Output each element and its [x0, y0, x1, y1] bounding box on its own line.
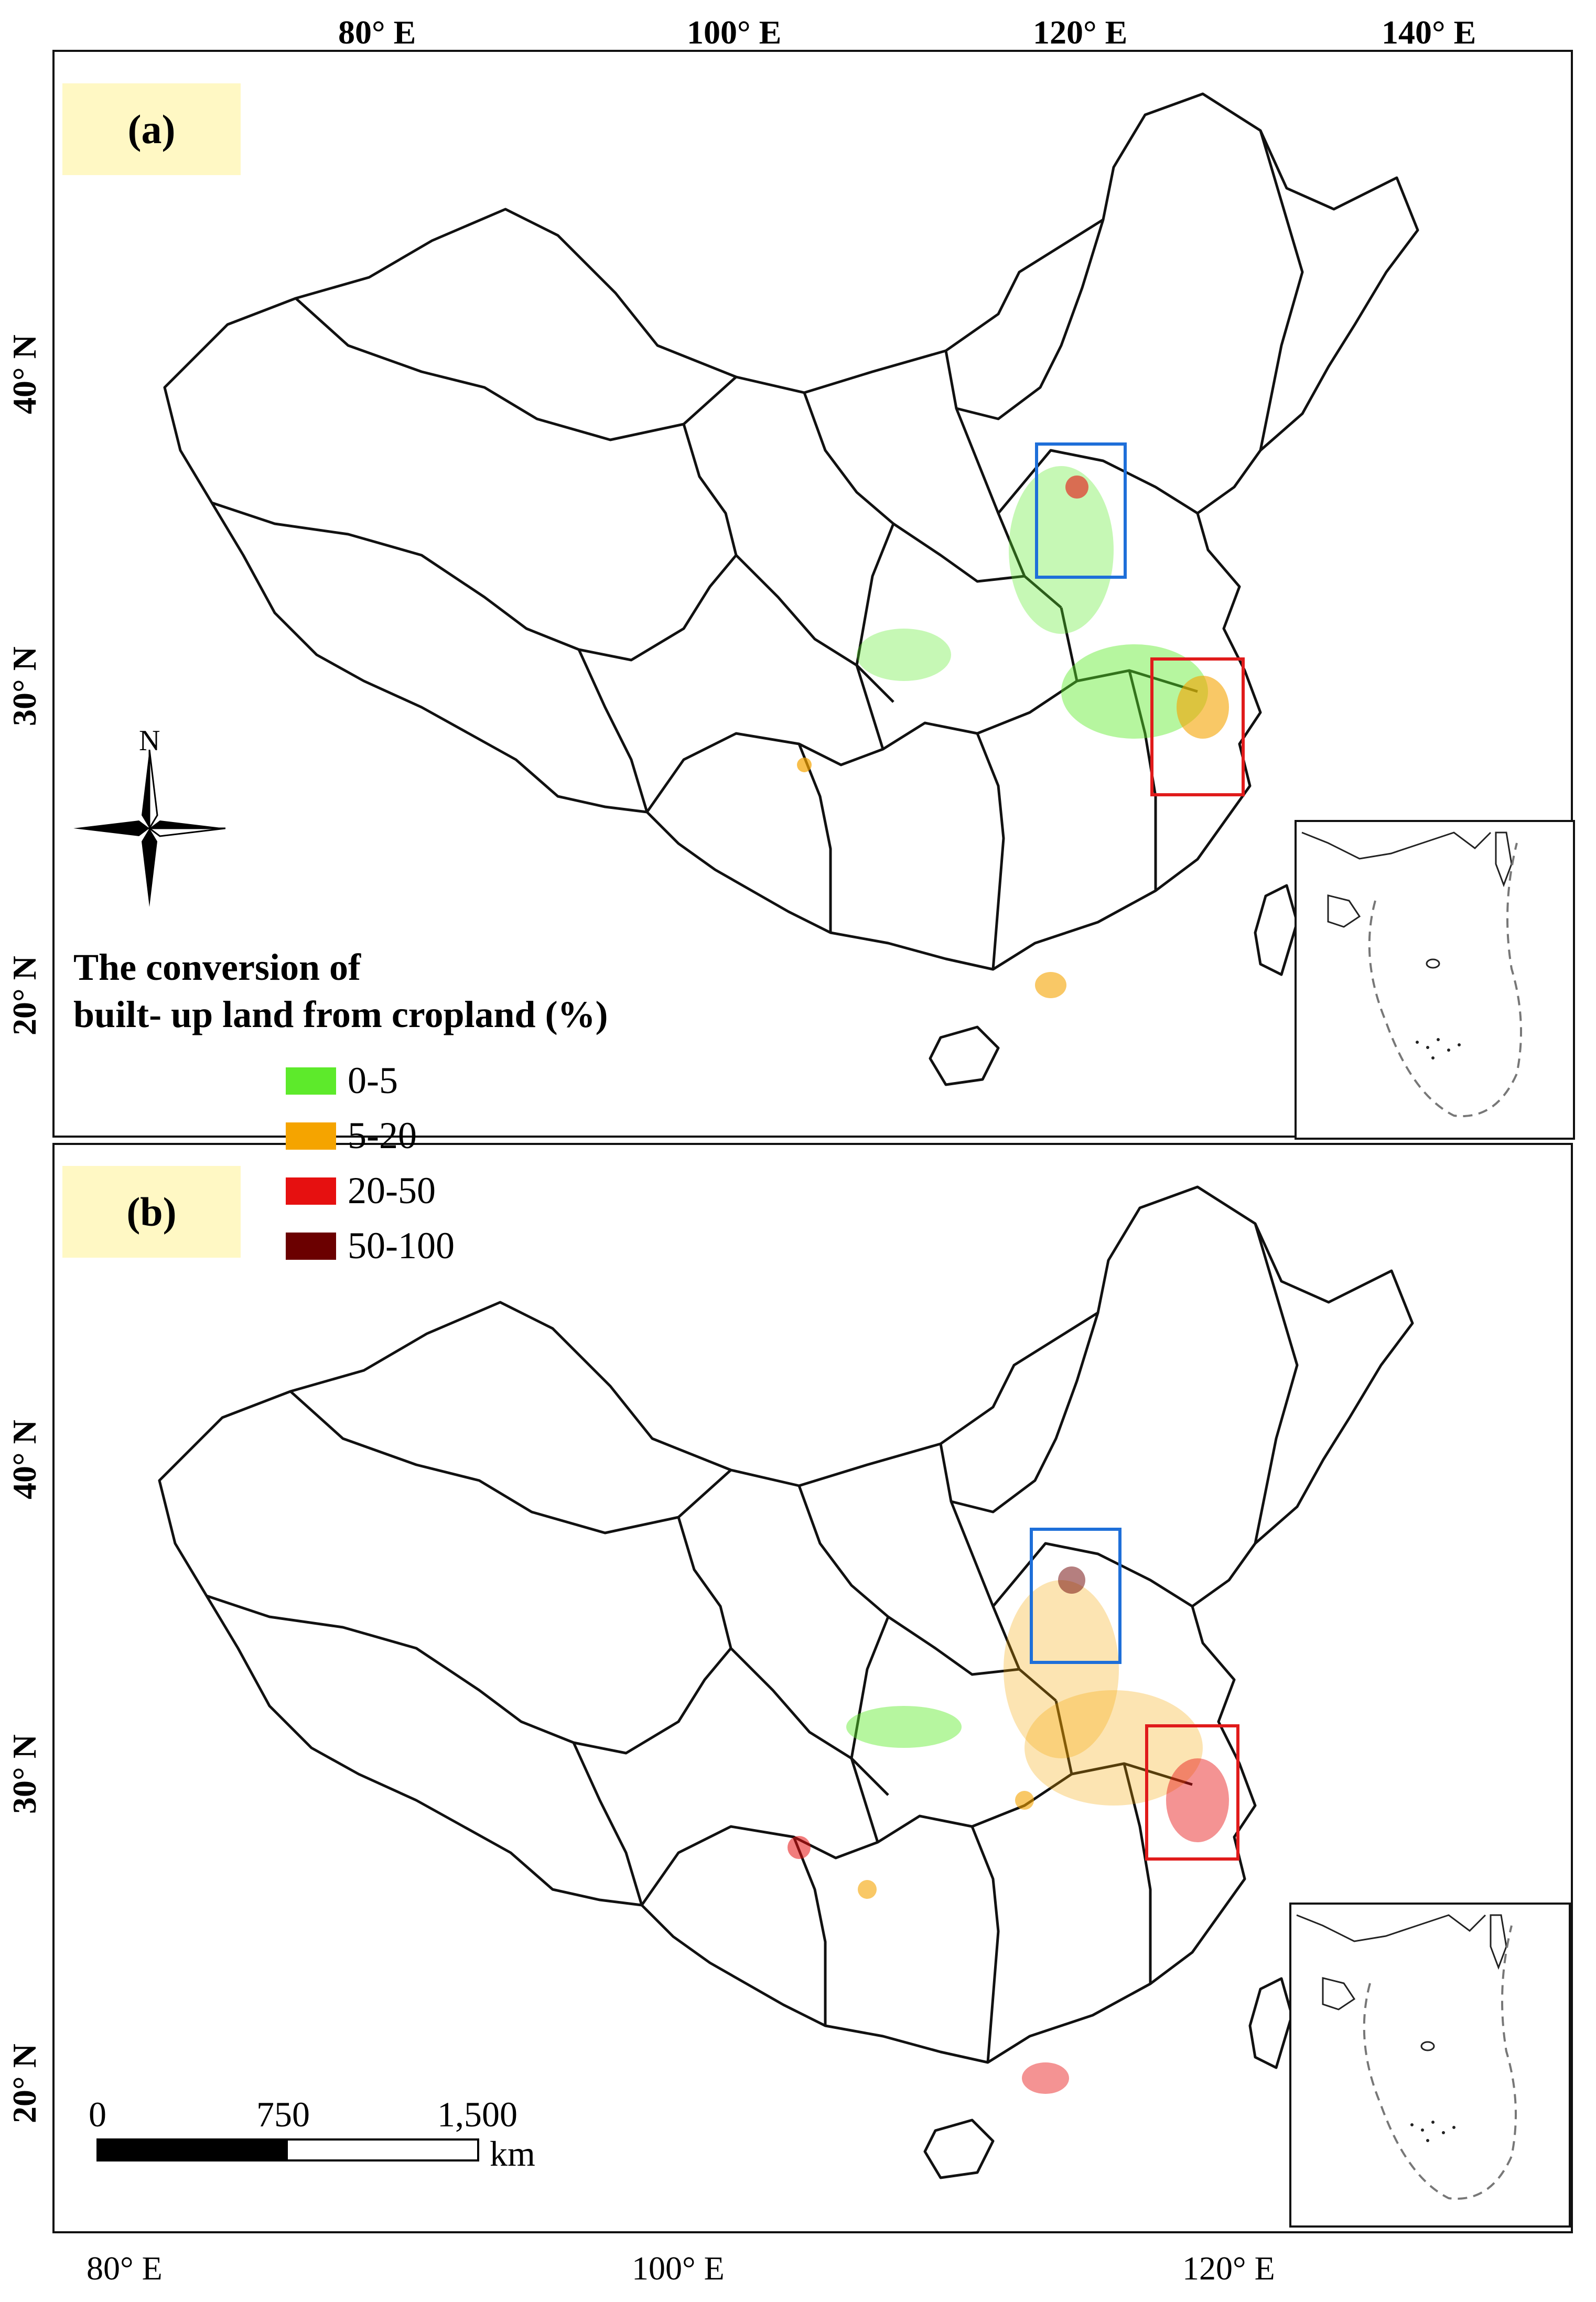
scale-tick-1500: 1,500	[437, 2094, 517, 2134]
scale-tick-0: 0	[89, 2094, 106, 2134]
bottom-lon-label-120: 120° E	[1182, 2250, 1275, 2287]
legend-title-line-2: built- up land from cropland (%)	[73, 993, 608, 1035]
province-border-a-14	[1259, 130, 1304, 451]
patch-a-pearl-river	[1035, 972, 1066, 998]
top-lon-label-100: 100° E	[687, 14, 782, 51]
patch-a-huang-huai	[1061, 644, 1208, 739]
legend-item-20-50: 20-50	[286, 1169, 436, 1213]
province-border-a-15	[577, 649, 649, 813]
compass-rose-icon	[73, 750, 225, 907]
patch-b-huang-huai	[1025, 1690, 1203, 1806]
legend-swatch-50-100	[286, 1232, 336, 1260]
patch-b-beijing	[1058, 1566, 1085, 1594]
taiwan-island-a	[1254, 884, 1299, 976]
south-china-sea-inset-b	[1289, 1903, 1571, 2228]
province-border-a-12	[855, 523, 895, 750]
study-area-box-blue-b	[1030, 1528, 1121, 1664]
province-border-a-1	[295, 297, 737, 441]
top-lon-label-140: 140° E	[1382, 14, 1476, 51]
province-border-a-2	[211, 501, 737, 662]
province-border-b-15	[572, 1742, 643, 1906]
province-border-a-6	[956, 219, 1105, 420]
patch-a-sichuan	[857, 629, 951, 681]
province-border-a-7	[997, 449, 1199, 515]
province-border-a-3	[682, 424, 894, 703]
legend-swatch-0-5	[286, 1067, 336, 1095]
lat-label-a-40: 40° N	[6, 334, 43, 414]
lat-label-a-30: 30° N	[6, 646, 43, 726]
legend-item-0-5: 0-5	[286, 1059, 398, 1103]
patch-b-chengdu	[788, 1836, 811, 1859]
patch-a-yangtze-delta	[1177, 676, 1229, 739]
lat-label-b-30: 30° N	[6, 1734, 43, 1814]
legend-swatch-5-20	[286, 1122, 336, 1150]
province-border-a-9	[797, 743, 832, 933]
patch-b-chongqing	[858, 1880, 877, 1899]
province-border-a-4	[803, 392, 1062, 609]
scale-bar-black-segment	[99, 2141, 288, 2159]
legend-item-5-20: 5-20	[286, 1114, 417, 1158]
province-border-b-14	[1254, 1223, 1299, 1544]
province-border-b-7	[992, 1542, 1193, 1608]
province-border-b-3	[677, 1517, 889, 1796]
lat-label-a-20: 20° N	[6, 956, 43, 1035]
study-area-box-red-a	[1150, 657, 1245, 796]
scale-bar	[96, 2138, 479, 2161]
province-border-b-10	[970, 1826, 1000, 2063]
legend-title-line-1: The conversion of	[73, 946, 361, 988]
lat-label-b-40: 40° N	[6, 1420, 43, 1499]
province-border-a-8	[645, 669, 1198, 813]
province-border-b-9	[792, 1836, 827, 2026]
province-border-b-5	[939, 1443, 1021, 1670]
panel-a-label: (a)	[62, 83, 241, 175]
taiwan-island-b	[1248, 1977, 1293, 2069]
scale-tick-750: 750	[256, 2094, 310, 2134]
patch-b-wuhan	[1015, 1791, 1034, 1810]
legend-title: The conversion of built- up land from cr…	[73, 944, 608, 1038]
scale-unit: km	[490, 2134, 535, 2174]
study-area-box-blue-a	[1035, 442, 1127, 579]
china-outline-b	[158, 1185, 1414, 2064]
patch-a-beijing	[1065, 475, 1088, 499]
province-border-b-2	[206, 1594, 732, 1755]
province-border-b-13	[1054, 1700, 1073, 1775]
north-arrow: N	[73, 726, 225, 907]
bottom-lon-label-80: 80° E	[87, 2250, 163, 2287]
province-border-b-6	[951, 1312, 1099, 1514]
top-lon-label-120: 120° E	[1033, 14, 1128, 51]
province-border-b-1	[289, 1390, 732, 1534]
province-border-b-4	[797, 1485, 1057, 1702]
panel-b-label: (b)	[62, 1166, 241, 1258]
china-outline-a	[163, 92, 1419, 971]
legend-item-50-100: 50-100	[286, 1224, 455, 1268]
province-border-a-5	[944, 350, 1026, 577]
patch-b-loess	[846, 1706, 962, 1748]
lat-label-b-20: 20° N	[6, 2044, 43, 2123]
hainan-island-b	[923, 2119, 995, 2179]
patch-a-chengdu	[797, 758, 812, 772]
hainan-island-a	[929, 1025, 1000, 1086]
patch-b-yangtze-delta	[1166, 1758, 1229, 1842]
inset-map-a	[1301, 831, 1522, 1117]
inset-map-b	[1296, 1914, 1517, 2200]
bottom-lon-label-100: 100° E	[632, 2250, 725, 2287]
province-border-b-12	[850, 1616, 890, 1843]
panel-a: (a)	[52, 50, 1575, 1140]
legend-swatch-20-50	[286, 1177, 336, 1205]
study-area-box-red-b	[1145, 1724, 1239, 1861]
top-lon-label-80: 80° E	[338, 14, 416, 51]
south-china-sea-inset-a	[1295, 820, 1575, 1140]
province-border-a-13	[1060, 607, 1079, 682]
panel-b: (b)	[52, 1143, 1573, 2233]
province-border-b-8	[640, 1762, 1193, 1906]
province-border-a-10	[976, 733, 1005, 970]
patch-b-pearl-river	[1022, 2062, 1069, 2094]
